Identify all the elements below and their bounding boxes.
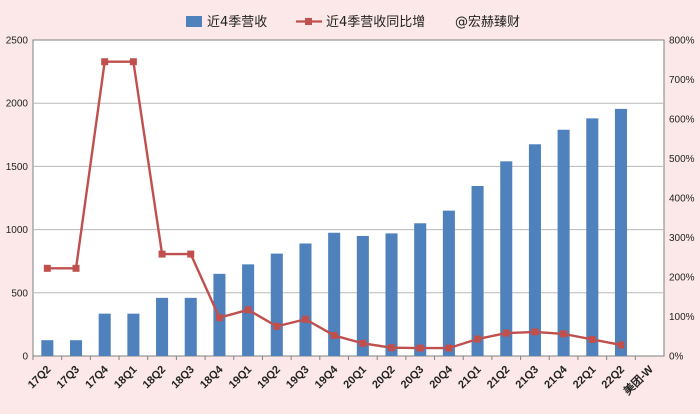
bar [41, 340, 54, 356]
line-point [560, 330, 568, 338]
bar [586, 118, 599, 356]
x-tick-label: 19Q2 [255, 364, 283, 392]
left-axis: 0 500 1000 1500 2000 2500 [6, 36, 29, 363]
y-left-tick-label: 0 [22, 352, 28, 363]
right-axis: 0% 100% 200% 300% 400% 500% 600% 700% 800% [669, 36, 695, 363]
y-right-tick-label: 600% [669, 115, 695, 126]
line-point [101, 58, 109, 66]
line-point [43, 264, 51, 272]
bar [69, 340, 83, 356]
line-point [588, 335, 596, 343]
line-point [617, 341, 625, 349]
bar [557, 129, 570, 356]
x-tick-label: 19Q1 [227, 364, 255, 392]
bar [500, 161, 513, 356]
bar [156, 297, 169, 356]
x-tick-label: 19Q4 [313, 363, 341, 391]
y-left-tick-label: 1000 [6, 225, 29, 236]
x-tick-label: 20Q3 [399, 364, 427, 392]
bar [414, 223, 427, 356]
x-tick-label: 22Q1 [571, 364, 599, 392]
x-tick-label: 21Q1 [456, 364, 484, 392]
legend-label-line: 近4季营收同比增 [326, 15, 425, 30]
x-tick-label: 17Q2 [26, 364, 54, 392]
y-right-tick-label: 800% [669, 36, 695, 47]
line-point [445, 344, 453, 352]
x-tick-label: 美团-W [620, 362, 656, 398]
legend: 近4季营收 近4季营收同比增 @宏赫臻财 [186, 15, 520, 30]
y-left-tick-label: 2000 [6, 99, 29, 110]
x-tick-label: 18Q3 [169, 364, 197, 392]
x-tick-label: 17Q3 [55, 364, 83, 392]
y-right-tick-label: 200% [669, 273, 695, 284]
legend-swatch-bar [186, 16, 202, 27]
line-point [388, 344, 396, 352]
line-point [72, 264, 80, 272]
x-tick-label: 20Q2 [370, 364, 398, 392]
x-tick-label: 18Q4 [198, 363, 226, 391]
y-right-tick-label: 400% [669, 194, 695, 205]
x-tick-label: 19Q3 [284, 364, 312, 392]
x-tick-label: 20Q1 [341, 364, 369, 392]
line-point [474, 335, 482, 343]
y-left-tick-label: 1500 [6, 162, 29, 173]
bar [127, 313, 140, 356]
bar [442, 210, 455, 356]
x-tick-label: 21Q3 [514, 364, 542, 392]
legend-label-bar: 近4季营收 [207, 15, 267, 30]
line-point [273, 322, 281, 330]
bar-series [41, 108, 628, 356]
y-right-tick-label: 100% [669, 312, 695, 323]
watermark-label: @宏赫臻财 [455, 15, 520, 30]
line-point [330, 331, 338, 339]
bar [471, 185, 484, 356]
x-tick-label: 18Q2 [141, 364, 169, 392]
line-point [244, 306, 252, 314]
line-point [129, 58, 137, 66]
x-tick-label: 21Q4 [542, 363, 570, 391]
x-axis: 17Q2 17Q3 17Q4 18Q1 18Q2 18Q3 18Q4 19Q1 19Q2 19Q3… [26, 356, 656, 398]
bar [328, 232, 341, 356]
line-point [531, 328, 539, 336]
y-right-tick-label: 300% [669, 233, 695, 244]
legend-swatch-marker [305, 18, 312, 25]
bar [184, 297, 197, 356]
x-tick-label: 21Q2 [485, 364, 513, 392]
bar [356, 235, 369, 356]
y-right-tick-label: 500% [669, 154, 695, 165]
line-point [301, 315, 309, 323]
bar [614, 108, 628, 356]
y-left-tick-label: 500 [11, 288, 28, 299]
y-right-tick-label: 700% [669, 75, 695, 86]
line-point [359, 339, 367, 347]
line-point [416, 344, 424, 352]
bar [385, 233, 398, 356]
y-right-tick-label: 0% [669, 352, 684, 363]
x-tick-label: 18Q1 [112, 364, 140, 392]
line-point [215, 314, 223, 322]
x-tick-label: 17Q4 [83, 363, 111, 391]
line-point [502, 329, 510, 337]
bar [528, 144, 541, 356]
y-left-tick-label: 2500 [6, 36, 29, 47]
bar [98, 313, 111, 356]
line-point [158, 250, 166, 258]
bar [270, 253, 283, 356]
bar [299, 243, 312, 356]
line-point [187, 250, 195, 258]
x-tick-label: 20Q4 [427, 363, 455, 391]
line-series [43, 58, 625, 352]
